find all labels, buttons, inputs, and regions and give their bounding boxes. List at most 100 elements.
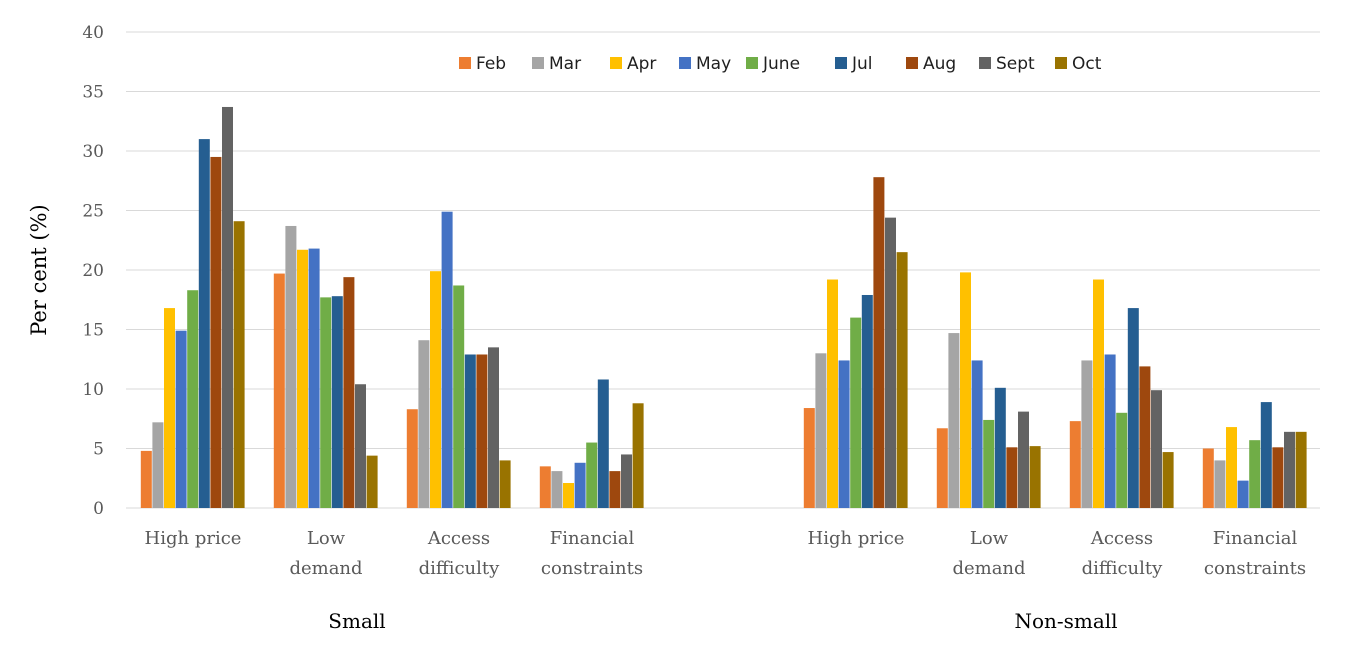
x-category-label: Low xyxy=(970,528,1009,549)
bar xyxy=(1295,431,1307,508)
bar xyxy=(233,221,245,508)
bar xyxy=(551,471,563,508)
legend-swatch xyxy=(906,57,918,69)
bar xyxy=(1081,360,1093,508)
y-axis-title: Per cent (%) xyxy=(27,204,51,336)
legend-swatch xyxy=(835,57,847,69)
legend-label: Aug xyxy=(923,54,956,74)
legend: Feb Mar Apr May June Jul Aug Sept Oct xyxy=(459,54,1102,74)
legend-swatch xyxy=(532,57,544,69)
legend-label: May xyxy=(696,54,731,74)
legend-swatch xyxy=(679,57,691,69)
bar xyxy=(285,225,297,508)
x-category-label: demand xyxy=(289,558,362,579)
x-category-label: demand xyxy=(952,558,1025,579)
bar xyxy=(1151,390,1162,508)
y-tick-label: 20 xyxy=(82,261,104,281)
y-tick-label: 0 xyxy=(93,499,104,519)
y-tick-label: 25 xyxy=(82,202,104,222)
legend-label: Apr xyxy=(627,54,656,74)
bar xyxy=(960,272,971,508)
legend-swatch xyxy=(459,57,471,69)
x-category-label: constraints xyxy=(541,558,643,579)
y-tick-label: 35 xyxy=(82,83,104,103)
x-group-label: Non-small xyxy=(1014,609,1117,633)
bar xyxy=(488,347,499,508)
bar xyxy=(499,460,511,508)
bar xyxy=(1202,448,1214,508)
bar xyxy=(1104,354,1116,508)
bar xyxy=(430,271,441,508)
bar xyxy=(297,249,308,508)
x-category-label: Financial xyxy=(1213,528,1298,549)
y-tick-label: 30 xyxy=(82,142,104,162)
legend-label: Jul xyxy=(851,54,873,74)
y-tick-label: 10 xyxy=(82,380,104,400)
legend-label: Oct xyxy=(1072,54,1102,74)
y-tick-label: 40 xyxy=(82,23,104,43)
bar xyxy=(1260,402,1272,508)
bar xyxy=(539,466,551,508)
bar xyxy=(1018,411,1029,508)
bar xyxy=(210,156,222,508)
bar xyxy=(1029,446,1041,508)
x-category-label: Low xyxy=(307,528,346,549)
x-axis-groups: Small Non-small xyxy=(328,609,1117,633)
x-category-label: Access xyxy=(427,528,490,549)
bar xyxy=(609,471,621,508)
bar xyxy=(586,442,598,508)
bar xyxy=(198,139,210,508)
bar xyxy=(563,483,574,508)
bar xyxy=(621,454,632,508)
bar xyxy=(1226,427,1237,508)
bar xyxy=(1237,480,1249,508)
bar xyxy=(873,177,885,508)
bar xyxy=(453,285,465,508)
x-category-label: difficulty xyxy=(419,558,500,579)
bar xyxy=(1139,366,1151,508)
bar xyxy=(331,296,343,508)
legend-label: Feb xyxy=(476,54,506,74)
bar xyxy=(1116,412,1128,508)
bar xyxy=(222,106,233,508)
bar xyxy=(343,277,355,508)
y-tick-label: 5 xyxy=(93,440,104,460)
bar xyxy=(464,354,476,508)
bar xyxy=(273,273,285,508)
bar xyxy=(355,384,366,508)
bar xyxy=(1127,308,1139,508)
bar xyxy=(308,248,320,508)
x-category-label: Financial xyxy=(550,528,635,549)
bar xyxy=(1249,440,1261,508)
legend-label: June xyxy=(762,54,800,74)
x-category-label: difficulty xyxy=(1082,558,1163,579)
bar xyxy=(1006,447,1018,508)
bar xyxy=(140,450,152,508)
bar xyxy=(574,462,586,508)
x-category-label: High price xyxy=(145,528,242,549)
bar xyxy=(971,360,983,508)
legend-swatch xyxy=(979,57,991,69)
bar xyxy=(983,419,995,508)
x-category-label: constraints xyxy=(1204,558,1306,579)
bar xyxy=(164,308,175,508)
bar xyxy=(803,408,815,508)
bar xyxy=(936,428,948,508)
bar xyxy=(1069,421,1081,508)
bar xyxy=(320,297,332,508)
legend-swatch xyxy=(1055,57,1067,69)
bar xyxy=(406,409,418,508)
legend-swatch xyxy=(610,57,622,69)
legend-swatch xyxy=(746,57,758,69)
y-axis-ticks: 0 5 10 15 20 25 30 35 40 xyxy=(82,23,104,519)
bar xyxy=(418,340,430,508)
bar xyxy=(838,360,850,508)
bar xyxy=(187,290,199,508)
legend-label: Sept xyxy=(996,54,1035,74)
bar xyxy=(885,217,896,508)
bar xyxy=(994,387,1006,508)
bar xyxy=(1214,460,1226,508)
bar xyxy=(948,333,960,508)
